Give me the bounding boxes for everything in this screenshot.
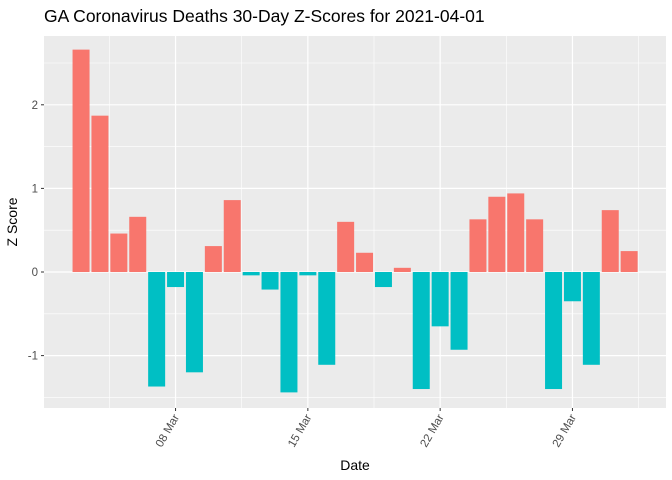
y-tick-label: 0 xyxy=(32,267,38,279)
bar-12-mar xyxy=(242,272,260,276)
bar-13-mar xyxy=(261,272,279,290)
bar-21-mar xyxy=(412,272,430,390)
bar-08-mar xyxy=(167,272,185,288)
bar-10-mar xyxy=(204,246,222,272)
bar-31-mar xyxy=(601,210,619,272)
bar-20-mar xyxy=(393,267,411,272)
chart-title: GA Coronavirus Deaths 30-Day Z-Scores fo… xyxy=(44,6,485,26)
bar-01-apr xyxy=(620,251,638,272)
bar-30-mar xyxy=(582,272,600,365)
x-axis-title: Date xyxy=(340,457,370,473)
bar-26-mar xyxy=(507,193,525,272)
x-tick-label: 29 Mar xyxy=(551,412,579,449)
bar-15-mar xyxy=(299,272,317,276)
bar-27-mar xyxy=(526,219,544,272)
bar-17-mar xyxy=(337,221,355,272)
y-tick-label: 1 xyxy=(32,183,38,195)
x-tick-label: 08 Mar xyxy=(154,412,182,449)
bar-09-mar xyxy=(185,272,203,373)
bar-05-mar xyxy=(110,233,128,272)
bar-24-mar xyxy=(469,219,487,272)
bar-04-mar xyxy=(91,115,109,272)
bar-23-mar xyxy=(450,272,468,350)
plot-panel xyxy=(44,36,666,408)
bar-16-mar xyxy=(318,272,336,365)
bar-18-mar xyxy=(356,252,374,272)
bar-07-mar xyxy=(148,272,166,387)
x-axis-ticks: 08 Mar 15 Mar 22 Mar 29 Mar xyxy=(154,408,579,450)
y-axis-title: Z Score xyxy=(4,197,20,246)
bar-11-mar xyxy=(223,200,241,272)
bar-28-mar xyxy=(545,272,563,390)
bar-29-mar xyxy=(563,272,581,302)
y-tick-label: 2 xyxy=(32,100,38,112)
x-tick-label: 15 Mar xyxy=(286,412,314,449)
bar-25-mar xyxy=(488,196,506,272)
bars xyxy=(72,49,638,393)
bar-06-mar xyxy=(129,216,147,272)
y-axis-ticks: -1 0 1 2 xyxy=(28,100,44,363)
bar-14-mar xyxy=(280,272,298,393)
y-tick-label: -1 xyxy=(28,351,38,363)
bar-22-mar xyxy=(431,272,449,327)
bar-19-mar xyxy=(374,272,392,288)
x-tick-label: 22 Mar xyxy=(418,412,446,449)
gridlines xyxy=(44,36,666,408)
bar-03-mar xyxy=(72,49,90,273)
